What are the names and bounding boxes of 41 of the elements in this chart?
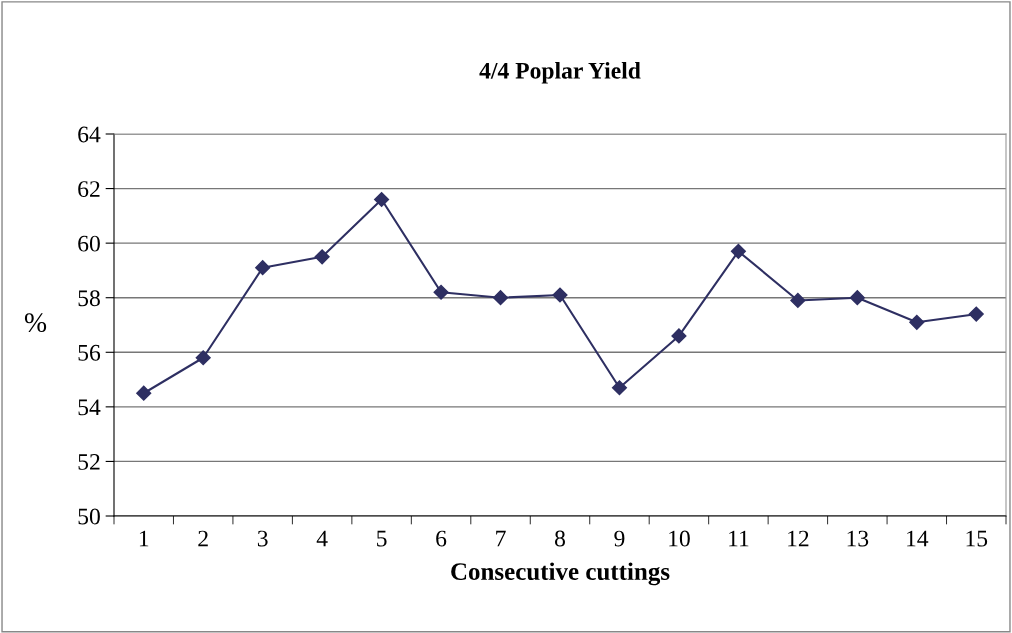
point [374, 191, 390, 208]
y-tick-label: 54 [78, 399, 101, 416]
x-tick-label: 7 [496, 530, 506, 547]
point [790, 292, 806, 309]
point [195, 350, 211, 366]
x-tick-label: 4 [316, 530, 328, 547]
y-tick-label: 56 [78, 344, 101, 361]
x-tick-label: 12 [788, 530, 809, 547]
point [730, 243, 746, 259]
x-tick-label: 8 [555, 530, 565, 547]
point [433, 284, 449, 300]
point [611, 380, 628, 396]
y-tick-label: 52 [78, 453, 100, 470]
x-tick-label: 10 [669, 530, 690, 547]
y-tick-label: 60 [78, 235, 100, 252]
y-tick-label: 50 [78, 508, 100, 525]
point [492, 290, 509, 306]
point [671, 328, 687, 344]
x-tick-label: 2 [198, 530, 208, 547]
x-tick-label: 3 [257, 530, 268, 547]
x-tick-label: 6 [436, 530, 447, 547]
x-tick-label: 9 [614, 530, 625, 547]
chart-title: 4/4 Poplar Yield [479, 62, 641, 84]
point [136, 385, 152, 401]
x-tick-label: 1 [139, 530, 149, 547]
point [314, 249, 330, 265]
x-tick-label: 14 [907, 530, 929, 547]
x-tick-label: 15 [966, 530, 988, 547]
y-tick-label: 62 [78, 181, 100, 197]
x-tick-label: 5 [377, 530, 387, 547]
y-axis-title: % [24, 313, 47, 333]
x-tick-label: 11 [729, 530, 749, 547]
point [909, 314, 925, 330]
y-tick-label: 58 [78, 290, 100, 307]
x-tick-label: 13 [847, 530, 869, 547]
point [552, 287, 568, 303]
point [849, 290, 865, 306]
point [968, 306, 984, 322]
point [255, 260, 271, 276]
x-axis-title: Consecutive cuttings [451, 562, 670, 586]
y-tick-label: 64 [78, 126, 101, 143]
